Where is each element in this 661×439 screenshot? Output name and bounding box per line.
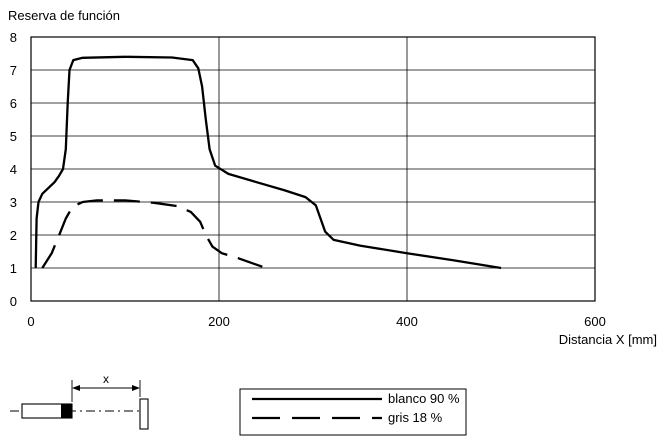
x-tick-label-2: 400 <box>396 314 418 329</box>
plot-frame <box>30 36 596 302</box>
legend-box <box>239 388 467 436</box>
y-tick-label-6: 6 <box>10 96 17 111</box>
y-tick-label-5: 5 <box>10 129 17 144</box>
y-tick-label-1: 1 <box>10 261 17 276</box>
sensor-lens <box>61 404 72 418</box>
y-axis-label: Reserva de función <box>8 8 120 23</box>
series-layer <box>34 55 502 270</box>
y-tick-labels: 0 1 2 3 4 5 6 7 8 <box>10 30 17 309</box>
legend-label-blanco: blanco 90 % <box>388 391 460 406</box>
x-tick-labels: 0 200 400 600 <box>27 314 605 329</box>
series-line-gris <box>41 199 267 270</box>
y-tick-label-4: 4 <box>10 162 17 177</box>
y-tick-label-7: 7 <box>10 63 17 78</box>
y-tick-label-0: 0 <box>10 294 17 309</box>
distance-arrowhead-left <box>72 385 80 391</box>
target-object <box>139 398 149 430</box>
x-tick-label-0: 0 <box>27 314 34 329</box>
legend-label-gris: gris 18 % <box>388 410 443 425</box>
x-tick-label-3: 600 <box>584 314 606 329</box>
x-axis-label: Distancia X [mm] <box>559 332 657 347</box>
grid <box>30 36 596 302</box>
legend: blanco 90 % gris 18 % <box>239 388 467 436</box>
distance-label: x <box>103 372 109 386</box>
y-tick-label-3: 3 <box>10 195 17 210</box>
y-tick-label-2: 2 <box>10 228 17 243</box>
distance-arrowhead-right <box>132 385 140 391</box>
x-tick-label-1: 200 <box>208 314 230 329</box>
y-tick-label-8: 8 <box>10 30 17 45</box>
series-line-blanco <box>34 55 502 270</box>
sensor-diagram: x <box>10 372 149 430</box>
